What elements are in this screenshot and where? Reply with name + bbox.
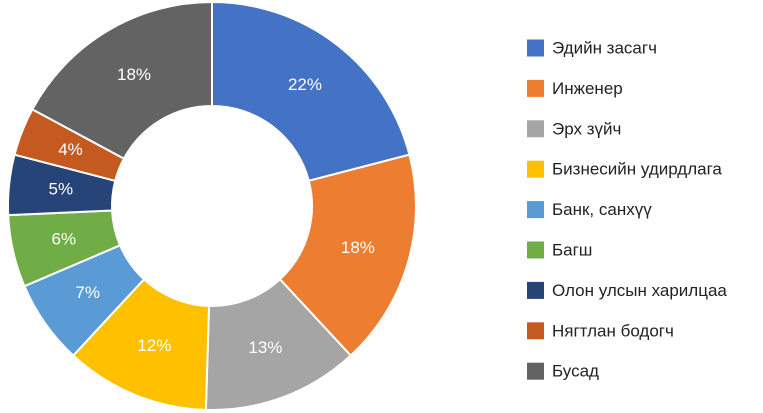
legend-label: Эрх зүйч xyxy=(552,119,621,138)
data-label: 12% xyxy=(137,336,171,355)
legend-swatch xyxy=(527,322,544,340)
legend-label: Бусад xyxy=(552,362,599,381)
data-label: 7% xyxy=(75,283,100,302)
legend-label: Инженер xyxy=(552,79,623,98)
legend-swatch xyxy=(527,281,544,299)
legend-swatch xyxy=(527,241,544,259)
donut-slice xyxy=(211,0,411,183)
donut-slice xyxy=(278,153,417,357)
data-label: 4% xyxy=(58,140,83,159)
legend-label: Бизнесийн удирдлага xyxy=(552,160,722,179)
legend-label: Олон улсын харилцаа xyxy=(552,281,727,300)
data-label: 18% xyxy=(117,65,151,84)
data-label: 5% xyxy=(49,180,74,199)
legend-swatch xyxy=(527,201,544,219)
data-label: 18% xyxy=(341,238,375,257)
donut-slice xyxy=(31,0,213,160)
legend-label: Банк, санхүү xyxy=(552,200,652,219)
legend-swatch xyxy=(527,160,544,178)
legend-label: Нягтлан бодогч xyxy=(552,321,674,340)
legend-label: Эдийн засагч xyxy=(552,38,657,57)
legend-swatch xyxy=(527,120,544,138)
legend-swatch xyxy=(527,39,544,57)
legend-swatch xyxy=(527,362,544,380)
data-label: 6% xyxy=(52,229,77,248)
data-label: 13% xyxy=(248,338,282,357)
legend-swatch xyxy=(527,79,544,97)
legend-label: Багш xyxy=(552,240,592,259)
data-label: 22% xyxy=(288,75,322,94)
